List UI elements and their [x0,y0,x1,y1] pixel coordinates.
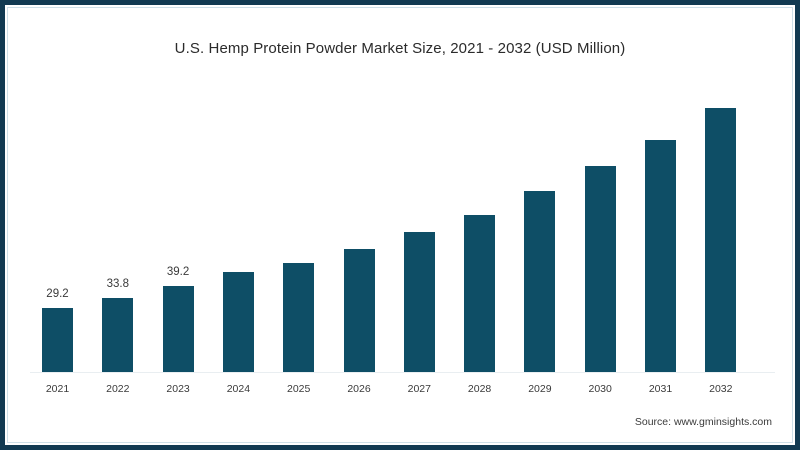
x-tick-2024: 2024 [226,383,251,395]
bar-2031 [645,139,676,372]
bar-2032 [705,107,737,372]
bar-2029 [524,190,556,372]
x-axis-line [30,372,775,373]
x-tick-2031: 2031 [648,383,673,395]
bar-2023 [162,286,194,372]
bar-2025 [283,263,315,372]
bar-2027 [403,231,435,372]
x-tick-2021: 2021 [45,383,70,395]
x-tick-2025: 2025 [287,383,311,395]
chart-title: U.S. Hemp Protein Powder Market Size, 20… [174,40,626,57]
bar-value-label-2022: 33.8 [106,278,129,291]
bar-2024 [222,272,254,372]
bar-2021 [42,308,73,372]
source-note: Source: www.gminsights.com [634,416,772,428]
bar-value-label-2021: 29.2 [46,288,69,301]
x-tick-2029: 2029 [528,383,552,395]
x-tick-2032: 2032 [709,383,733,395]
x-tick-2026: 2026 [347,383,371,395]
x-tick-2028: 2028 [467,383,492,395]
bar-value-label-2023: 39.2 [166,266,190,279]
x-tick-2022: 2022 [106,383,130,395]
bar-2028 [464,214,496,372]
bar-2022 [102,298,134,372]
x-tick-2027: 2027 [407,383,431,395]
bar-2030 [584,165,616,372]
bar-2026 [343,249,375,372]
x-tick-2023: 2023 [166,383,190,395]
x-tick-2030: 2030 [588,383,612,395]
